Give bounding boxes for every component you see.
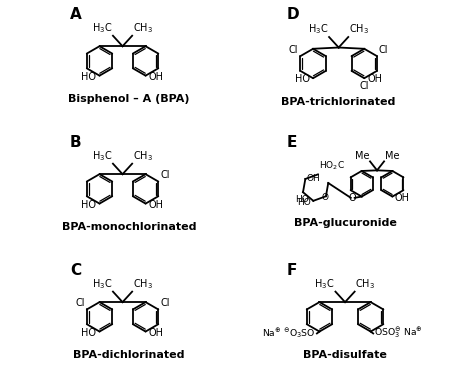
Text: BPA-dichlorinated: BPA-dichlorinated xyxy=(73,350,185,360)
Text: Cl: Cl xyxy=(359,81,369,91)
Text: HO: HO xyxy=(297,197,311,207)
Text: H$_3$C: H$_3$C xyxy=(308,23,328,36)
Text: H$_3$C: H$_3$C xyxy=(314,277,335,291)
Text: O: O xyxy=(321,193,328,202)
Text: CH$_3$: CH$_3$ xyxy=(133,21,153,35)
Text: HO: HO xyxy=(295,195,309,204)
Text: CH$_3$: CH$_3$ xyxy=(133,277,153,291)
Text: CH$_3$: CH$_3$ xyxy=(356,277,375,291)
Text: OH: OH xyxy=(395,193,410,203)
Text: BPA-trichlorinated: BPA-trichlorinated xyxy=(282,97,396,107)
Text: HO$_2$C: HO$_2$C xyxy=(319,160,346,172)
Text: OH: OH xyxy=(149,200,164,210)
Text: E: E xyxy=(286,135,297,150)
Text: OSO$_3^{\ominus}$ Na$^{\oplus}$: OSO$_3^{\ominus}$ Na$^{\oplus}$ xyxy=(374,326,423,341)
Text: A: A xyxy=(70,7,82,22)
Text: Cl: Cl xyxy=(379,45,388,55)
Text: HO: HO xyxy=(82,328,96,338)
Text: OH: OH xyxy=(149,72,164,82)
Text: CH$_3$: CH$_3$ xyxy=(349,23,369,36)
Text: H$_3$C: H$_3$C xyxy=(92,277,112,291)
Text: H$_3$C: H$_3$C xyxy=(92,21,112,35)
Text: Cl: Cl xyxy=(160,298,170,308)
Text: OH: OH xyxy=(307,175,320,184)
Text: Me: Me xyxy=(385,151,399,161)
Text: Cl: Cl xyxy=(75,298,85,308)
Text: OH: OH xyxy=(149,328,164,338)
Text: BPA-monochlorinated: BPA-monochlorinated xyxy=(62,222,196,232)
Text: Cl: Cl xyxy=(289,45,299,55)
Text: BPA-disulfate: BPA-disulfate xyxy=(303,350,387,360)
Text: HO: HO xyxy=(82,200,96,210)
Text: H$_3$C: H$_3$C xyxy=(92,149,112,163)
Text: OH: OH xyxy=(367,74,383,85)
Text: BPA-glucuronide: BPA-glucuronide xyxy=(293,218,396,228)
Text: F: F xyxy=(286,263,297,278)
Text: HO: HO xyxy=(82,72,96,82)
Text: Na$^{\oplus}$ $^{\ominus}$O$_3$SO: Na$^{\oplus}$ $^{\ominus}$O$_3$SO xyxy=(262,326,316,341)
Text: C: C xyxy=(70,263,81,278)
Text: Bisphenol – A (BPA): Bisphenol – A (BPA) xyxy=(68,94,190,104)
Text: HO: HO xyxy=(295,74,310,85)
Text: Cl: Cl xyxy=(160,170,170,180)
Text: CH$_3$: CH$_3$ xyxy=(133,149,153,163)
Text: B: B xyxy=(70,135,82,150)
Text: Me: Me xyxy=(355,151,369,161)
Text: D: D xyxy=(286,7,299,22)
Text: O: O xyxy=(349,193,356,203)
